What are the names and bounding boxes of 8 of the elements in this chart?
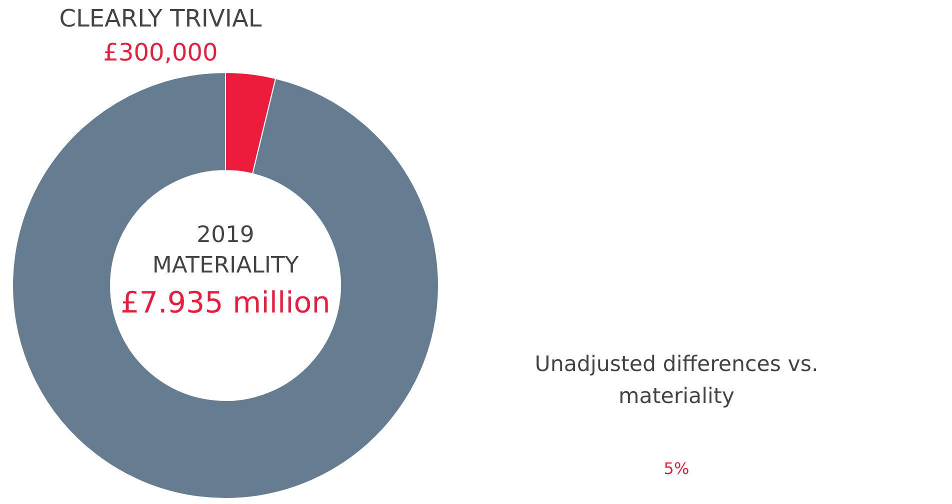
text: Unadjusted differences vs. [534,352,818,377]
text: materiality [618,384,734,409]
slice-label: CLEARLY TRIVIAL [59,4,262,32]
text: MATERIALITY [152,252,299,278]
text: 2019 [196,222,254,248]
data-label: £300,000 [103,38,218,66]
text: £7.935 million [120,286,330,320]
text: 5% [664,459,690,478]
